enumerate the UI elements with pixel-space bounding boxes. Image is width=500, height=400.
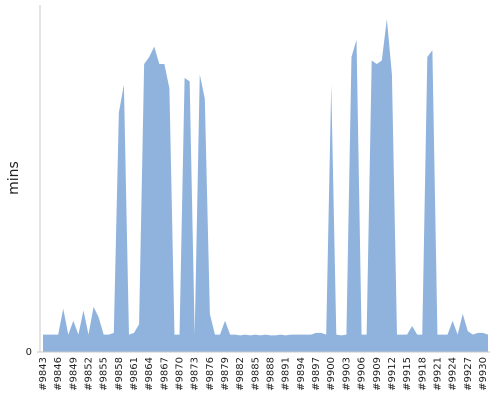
x-tick-label: #9915 [402,357,413,391]
x-tick-label: #9882 [235,357,246,391]
x-tick-label: #9861 [129,357,140,391]
x-tick-label: #9843 [38,357,49,391]
x-tick-label: #9864 [144,357,155,391]
x-tick-label: #9903 [341,357,352,391]
x-tick-label: #9870 [175,357,186,391]
x-tick-label: #9909 [372,357,383,391]
x-tick-label: #9846 [53,357,64,391]
x-tick-label: #9924 [448,357,459,391]
x-tick-label: #9918 [417,357,428,391]
x-tick-label: #9876 [205,357,216,391]
x-tick-label: #9912 [387,357,398,391]
x-tick-label: #9888 [266,357,277,391]
x-tick-label: #9867 [159,357,170,391]
x-tick-label: #9855 [99,357,110,391]
x-tick-label: #9879 [220,357,231,391]
x-tick-label: #9921 [432,357,443,391]
x-tick-label: #9849 [68,357,79,391]
x-tick-label: #9897 [311,357,322,391]
x-tick-label: #9900 [326,357,337,391]
x-tick-label: #9858 [114,357,125,391]
x-tick-label: #9873 [190,357,201,391]
y-axis-label: mins [6,161,22,195]
x-tick-label: #9906 [357,357,368,391]
y-tick-label: 0 [26,347,32,358]
x-tick-label: #9930 [478,357,489,391]
x-tick-label: #9852 [84,357,95,391]
x-tick-label: #9891 [281,357,292,391]
x-tick-label: #9927 [463,357,474,391]
x-tick-label: #9885 [250,357,261,391]
x-tick-label: #9894 [296,357,307,391]
area [43,18,488,352]
